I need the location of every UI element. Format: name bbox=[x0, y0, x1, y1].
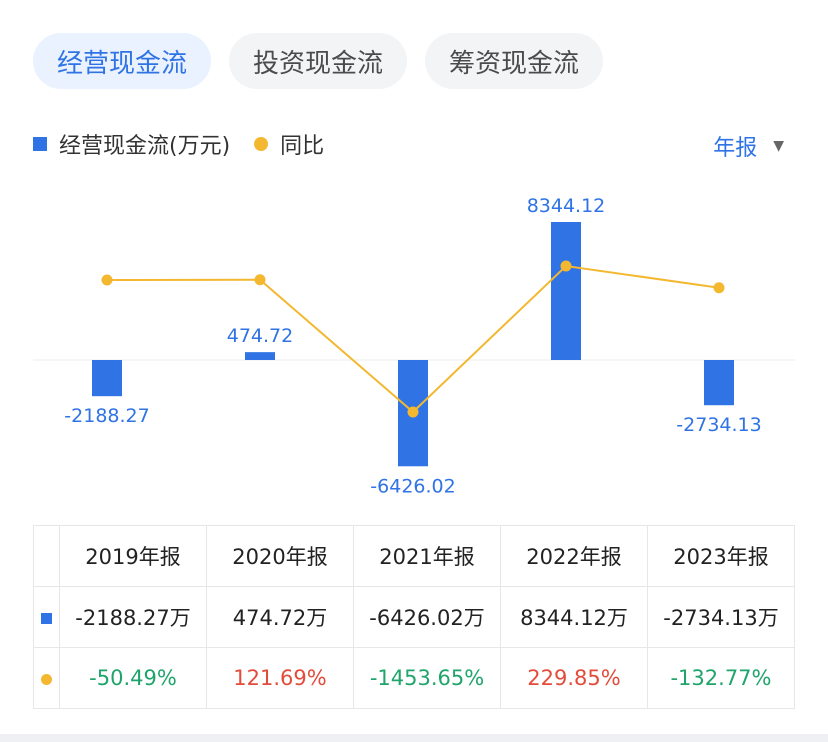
bar-value-label: 8344.12 bbox=[527, 195, 606, 217]
table-row-yoy: -50.49% 121.69% -1453.65% 229.85% -132.7… bbox=[33, 647, 795, 709]
table-row-values: -2188.27万 474.72万 -6426.02万 8344.12万 -27… bbox=[33, 586, 795, 648]
chart-legend: 经营现金流(万元) 同比 bbox=[33, 128, 324, 160]
bar[interactable] bbox=[551, 222, 581, 360]
table-cell: -2188.27万 bbox=[59, 586, 207, 648]
table-cell: -2734.13万 bbox=[647, 586, 795, 648]
table-cell: -1453.65% bbox=[353, 647, 501, 709]
table-cell: 474.72万 bbox=[206, 586, 354, 648]
bar-legend-label: 经营现金流(万元) bbox=[59, 134, 231, 159]
table-corner-cell bbox=[33, 525, 60, 587]
yoy-point[interactable] bbox=[560, 260, 572, 272]
data-table: 2019年报 2020年报 2021年报 2022年报 2023年报 -2188… bbox=[33, 525, 795, 709]
yoy-point[interactable] bbox=[101, 274, 113, 286]
table-row-marker bbox=[33, 586, 60, 648]
bar-value-label: -2188.27 bbox=[64, 405, 149, 427]
line-legend-marker bbox=[254, 137, 269, 151]
tab-financing-cashflow[interactable]: 筹资现金流 bbox=[425, 33, 604, 89]
table-header-cell: 2022年报 bbox=[500, 525, 648, 587]
table-header-cell: 2019年报 bbox=[59, 525, 207, 587]
tab-investing-cashflow[interactable]: 投资现金流 bbox=[229, 33, 408, 89]
line-legend-label: 同比 bbox=[280, 134, 325, 159]
bar-legend-marker bbox=[33, 137, 47, 151]
bar-value-label: -2734.13 bbox=[676, 414, 761, 436]
table-header-row: 2019年报 2020年报 2021年报 2022年报 2023年报 bbox=[33, 525, 795, 587]
footer-bar bbox=[0, 734, 828, 742]
chevron-down-icon: ▼ bbox=[773, 138, 784, 154]
table-header-cell: 2023年报 bbox=[647, 525, 795, 587]
period-selector[interactable]: 年报 ▼ bbox=[713, 130, 784, 162]
tab-operating-cashflow[interactable]: 经营现金流 bbox=[33, 33, 212, 89]
cashflow-tabs: 经营现金流 投资现金流 筹资现金流 bbox=[33, 33, 604, 89]
table-cell: -132.77% bbox=[647, 647, 795, 709]
table-cell: -6426.02万 bbox=[353, 586, 501, 648]
yoy-point[interactable] bbox=[713, 282, 725, 294]
table-cell: 8344.12万 bbox=[500, 586, 648, 648]
table-row-marker bbox=[33, 647, 60, 709]
period-label: 年报 bbox=[713, 136, 758, 161]
cashflow-chart: -2188.27 474.72 -6426.02 8344.12 -2734.13 bbox=[33, 195, 795, 497]
table-cell: 229.85% bbox=[500, 647, 648, 709]
table-cell: 121.69% bbox=[206, 647, 354, 709]
dot-marker-icon bbox=[41, 674, 52, 685]
bar[interactable] bbox=[245, 352, 275, 360]
yoy-point[interactable] bbox=[407, 406, 419, 418]
bar[interactable] bbox=[92, 360, 122, 397]
bar-marker-icon bbox=[41, 613, 52, 624]
bar[interactable] bbox=[704, 360, 734, 406]
table-header-cell: 2020年报 bbox=[206, 525, 354, 587]
table-header-cell: 2021年报 bbox=[353, 525, 501, 587]
bar-value-label: 474.72 bbox=[227, 325, 293, 347]
table-cell: -50.49% bbox=[59, 647, 207, 709]
bar-value-label: -6426.02 bbox=[370, 475, 455, 497]
yoy-point[interactable] bbox=[254, 274, 266, 286]
